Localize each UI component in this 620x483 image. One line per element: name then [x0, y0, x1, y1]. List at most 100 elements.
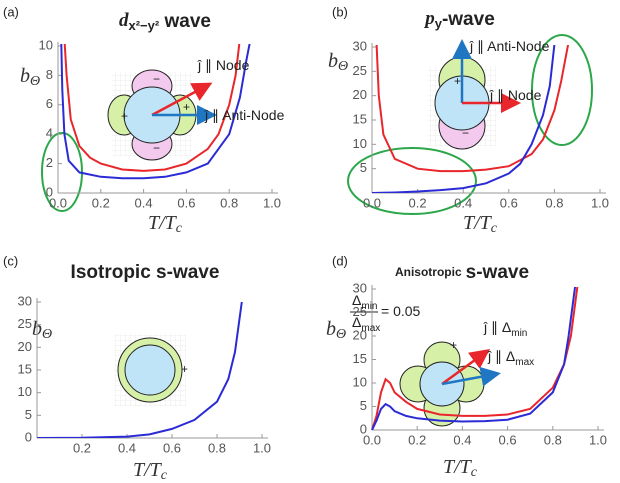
- inset-anisotropic: [350, 311, 501, 427]
- chart-title-part: y: [435, 16, 443, 31]
- y-axis-label-part: b: [20, 65, 30, 87]
- line: [375, 45, 570, 173]
- line: [60, 44, 251, 180]
- y-tick-label: 0: [25, 429, 32, 444]
- x-axis-label-part: T/T: [133, 459, 163, 481]
- annotation: ĵ ∥ Node: [489, 87, 542, 103]
- x-axis-label-part: T/T: [463, 212, 493, 234]
- line: [371, 287, 577, 430]
- y-tick-label: 10: [353, 374, 367, 389]
- chart-title: Isotropic s-wave: [71, 262, 220, 283]
- annotation-part: = 0.05: [381, 303, 421, 319]
- y-tick-label: 2: [46, 155, 53, 170]
- annotation-part: ĵ ∥ Node: [489, 87, 542, 103]
- chart-title-part: Anisotropic: [395, 265, 462, 279]
- annotation: Δmin: [352, 292, 377, 312]
- annotation-part: ĵ ∥ Δ: [483, 319, 511, 335]
- y-axis-label: bΘ: [20, 65, 40, 90]
- y-axis-label-part: Θ: [338, 59, 348, 74]
- annotation-part: −: [462, 126, 469, 140]
- chart-title: Anisotropic s-wave: [395, 262, 529, 283]
- annotation-part: −: [153, 141, 160, 155]
- annotation-part: ĵ ∥ Δ: [487, 348, 515, 364]
- annotation-part: −: [153, 72, 160, 86]
- y-tick-label: 20: [18, 339, 32, 354]
- y-tick-label: 0: [360, 421, 367, 436]
- x-tick-label: 0.6: [499, 432, 517, 447]
- y-tick-label: 0: [46, 184, 53, 199]
- annotation: Δmax: [352, 314, 380, 334]
- x-tick-label: 1.0: [589, 432, 607, 447]
- x-tick-label: 0.2: [409, 195, 427, 210]
- x-axis-label: T/Tc: [148, 212, 183, 237]
- annotation-part: +: [454, 74, 461, 88]
- chart-title-part: wave: [159, 11, 211, 32]
- x-tick-label: 0.6: [163, 440, 181, 455]
- y-axis-label-part: Θ: [42, 327, 52, 342]
- x-tick-label: 1.0: [263, 195, 281, 210]
- panel-label: (a): [3, 4, 19, 19]
- x-tick-label: 0.2: [408, 432, 426, 447]
- annotation: −: [153, 72, 160, 86]
- annotation-part: +: [183, 100, 190, 114]
- y-tick-label: 25: [353, 304, 367, 319]
- y-tick-label: 15: [353, 111, 367, 126]
- x-tick-label: 0.8: [208, 440, 226, 455]
- inset-dx2y2: [41, 69, 217, 212]
- y-tick-label: 5: [360, 398, 367, 413]
- chart-title-part: x²−y²: [129, 18, 160, 33]
- annotation-part: +: [450, 338, 457, 352]
- line: [371, 45, 556, 193]
- annotation: = 0.05: [381, 303, 421, 319]
- y-tick-label: 5: [360, 160, 367, 175]
- y-axis-label: bΘ: [326, 318, 346, 343]
- annotation-part: Δ: [352, 314, 361, 330]
- x-tick-label: 0.6: [177, 195, 195, 210]
- inset-isotropic: [114, 334, 186, 406]
- x-tick-label: 0.8: [544, 432, 562, 447]
- x-axis-label-part: c: [491, 221, 498, 236]
- panel-label: (d): [332, 253, 348, 268]
- annotation: +: [183, 100, 190, 114]
- x-tick-label: 0.4: [135, 195, 153, 210]
- annotation: +: [454, 74, 461, 88]
- y-axis-label-part: Θ: [336, 327, 346, 342]
- x-tick-label: 0.4: [454, 195, 472, 210]
- annotation: +: [121, 109, 128, 123]
- y-tick-label: 5: [25, 407, 32, 422]
- annotation: +: [181, 362, 188, 376]
- y-axis-label-part: Θ: [30, 74, 40, 89]
- annotation: −: [153, 141, 160, 155]
- y-tick-label: 20: [353, 327, 367, 342]
- chart-title-part: d: [119, 10, 129, 31]
- y-tick-label: 15: [353, 351, 367, 366]
- y-tick-label: 10: [18, 384, 32, 399]
- x-tick-label: 0.0: [363, 195, 381, 210]
- annotation-part: +: [121, 109, 128, 123]
- annotation: ĵ ∥ Node: [197, 57, 250, 73]
- x-tick-label: 0.8: [545, 195, 563, 210]
- x-tick-label: 0.2: [92, 195, 110, 210]
- x-tick-label: 0.4: [118, 440, 136, 455]
- x-axis-label: T/Tc: [463, 212, 498, 237]
- annotation-part: ĵ ∥ Node: [197, 57, 250, 73]
- y-tick-label: 25: [18, 316, 32, 331]
- annotation-part: +: [181, 362, 188, 376]
- y-tick-label: 10: [39, 37, 53, 52]
- annotation-part: max: [515, 357, 534, 368]
- annotation: ĵ ∥ Δmax: [487, 348, 534, 368]
- y-axis-label-part: b: [328, 50, 338, 72]
- x-axis-label-part: T/T: [443, 456, 473, 478]
- y-tick-label: 30: [353, 38, 367, 53]
- inset-py: [347, 34, 593, 215]
- x-tick-label: 0.4: [453, 432, 471, 447]
- line: [63, 44, 241, 172]
- x-axis-label: T/Tc: [133, 459, 168, 483]
- chart-title-part: p: [423, 8, 435, 29]
- x-tick-label: 0.0: [49, 195, 67, 210]
- y-axis-label: bΘ: [32, 318, 52, 343]
- annotation-part: ĵ ∥ Anti-Node: [469, 38, 550, 54]
- x-axis-label-part: c: [176, 221, 183, 236]
- x-tick-label: 0.2: [73, 440, 91, 455]
